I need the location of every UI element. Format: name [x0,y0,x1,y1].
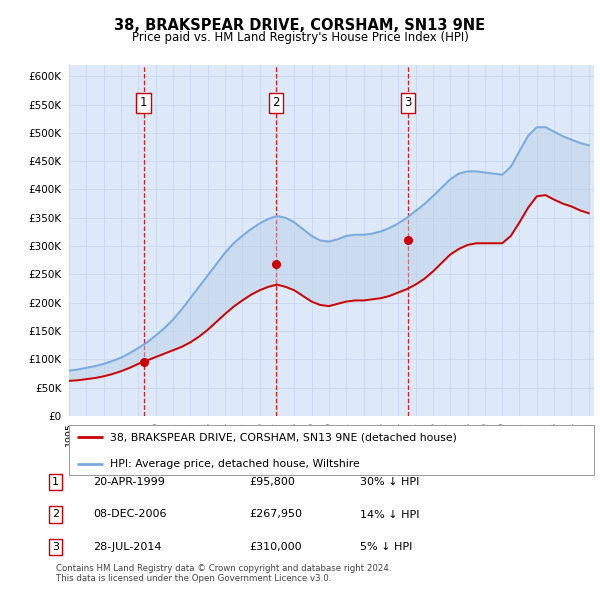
Text: Contains HM Land Registry data © Crown copyright and database right 2024.
This d: Contains HM Land Registry data © Crown c… [56,563,391,583]
Text: 38, BRAKSPEAR DRIVE, CORSHAM, SN13 9NE (detached house): 38, BRAKSPEAR DRIVE, CORSHAM, SN13 9NE (… [110,432,457,442]
Text: £267,950: £267,950 [249,510,302,519]
Text: £95,800: £95,800 [249,477,295,487]
Text: 3: 3 [52,542,59,552]
Text: £310,000: £310,000 [249,542,302,552]
Text: 1: 1 [52,477,59,487]
Text: 2: 2 [272,96,280,109]
Text: 20-APR-1999: 20-APR-1999 [93,477,165,487]
Text: 14% ↓ HPI: 14% ↓ HPI [360,510,419,519]
Text: 28-JUL-2014: 28-JUL-2014 [93,542,161,552]
Text: 30% ↓ HPI: 30% ↓ HPI [360,477,419,487]
Text: 2: 2 [52,510,59,519]
Text: 5% ↓ HPI: 5% ↓ HPI [360,542,412,552]
Text: HPI: Average price, detached house, Wiltshire: HPI: Average price, detached house, Wilt… [110,459,360,469]
Text: 1: 1 [140,96,147,109]
Text: 38, BRAKSPEAR DRIVE, CORSHAM, SN13 9NE: 38, BRAKSPEAR DRIVE, CORSHAM, SN13 9NE [115,18,485,32]
Text: Price paid vs. HM Land Registry's House Price Index (HPI): Price paid vs. HM Land Registry's House … [131,31,469,44]
Text: 3: 3 [404,96,411,109]
Text: 08-DEC-2006: 08-DEC-2006 [93,510,167,519]
